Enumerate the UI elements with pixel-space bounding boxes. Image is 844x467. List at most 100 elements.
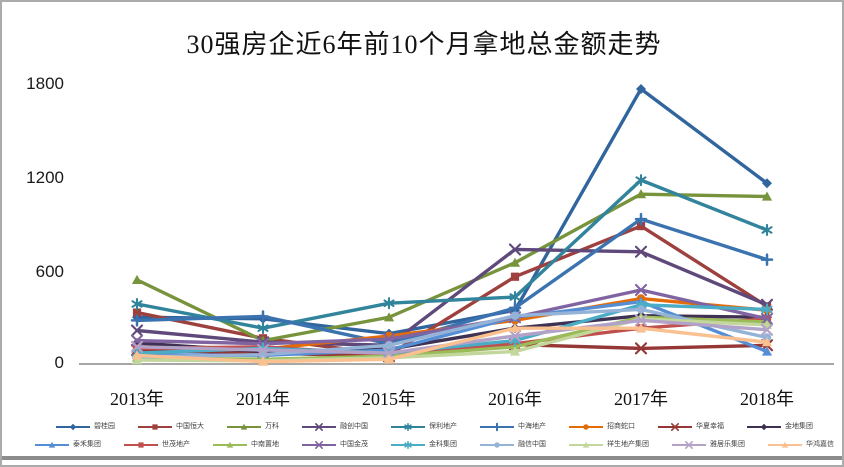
- series-16-point-marker-icon: [508, 329, 522, 342]
- legend-label: 中国金茂: [340, 441, 368, 448]
- x-axis-tick-label: 2015年: [362, 389, 416, 409]
- y-axis-tick-label: 1200: [26, 168, 64, 187]
- bottom-divider-rule: [2, 456, 842, 460]
- series-4-point-marker-icon: [257, 322, 269, 335]
- series-16-point-marker-icon: [382, 347, 396, 360]
- legend-swatch-icon: [138, 424, 172, 430]
- legend-item-1: 中国恒大: [137, 422, 204, 432]
- legend-marker-icon: [583, 424, 589, 430]
- x-axis-tick-label: 2016年: [488, 389, 542, 409]
- y-axis-tick-label: 600: [35, 262, 64, 281]
- series-5-point-marker-icon: [256, 310, 270, 323]
- series-15-point-marker-icon: [509, 346, 521, 356]
- series-4-point-marker-icon: [635, 174, 647, 187]
- legend-swatch-icon: [768, 441, 802, 448]
- legend-marker-icon: [685, 441, 693, 449]
- legend-item-16: 雅居乐集团: [671, 440, 745, 450]
- legend-marker-icon: [492, 422, 502, 432]
- legend-label: 万科: [265, 423, 279, 430]
- series-line-2: [131, 189, 773, 345]
- legend-marker-icon: [240, 423, 248, 430]
- legend-marker-icon: [48, 441, 56, 448]
- legend-swatch-icon: [302, 441, 336, 449]
- series-17-point-marker-icon: [257, 356, 269, 366]
- series-2-point-marker-icon: [761, 191, 773, 201]
- series-17-point-marker-icon: [383, 354, 395, 364]
- legend-label: 祥生地产集团: [607, 441, 649, 448]
- legend-label: 华夏幸福: [696, 423, 724, 430]
- series-3-point-marker-icon: [130, 324, 144, 337]
- series-1-point-marker-icon: [510, 272, 520, 281]
- series-0-point-marker-icon: [762, 178, 772, 189]
- legend-marker-icon: [582, 441, 590, 448]
- legend-swatch-icon: [569, 441, 603, 448]
- legend-item-0: 碧桂园: [55, 422, 115, 432]
- series-1-point-marker-icon: [132, 308, 142, 317]
- series-14-point-marker-icon: [636, 305, 646, 314]
- legend-item-12: 中国金茂: [301, 440, 368, 450]
- legend-item-17: 华鸿嘉信: [767, 440, 834, 450]
- series-4-point-marker-icon: [383, 297, 395, 310]
- series-13-point-marker-icon: [761, 303, 773, 316]
- legend-marker-icon: [781, 441, 789, 448]
- x-axis-tick-label: 2017年: [614, 389, 668, 409]
- series-2-point-marker-icon: [635, 189, 647, 199]
- legend-label: 华鸿嘉信: [806, 441, 834, 448]
- legend-label: 金科集团: [429, 441, 457, 448]
- series-4-point-marker-icon: [761, 223, 773, 237]
- series-12-point-marker-icon: [634, 283, 648, 297]
- legend-swatch-icon: [35, 441, 69, 448]
- series-7-point-marker-icon: [634, 342, 648, 355]
- x-axis-tick-label: 2013年: [110, 389, 164, 409]
- legend-item-2: 万科: [226, 422, 279, 432]
- series-2-point-marker-icon: [383, 312, 395, 322]
- legend-swatch-icon: [56, 423, 90, 431]
- series-1-point-marker-icon: [636, 221, 646, 231]
- series-5-point-marker-icon: [634, 212, 648, 226]
- series-15-point-marker-icon: [131, 355, 143, 365]
- series-16-point-marker-icon: [760, 323, 774, 336]
- legend-label: 金地集团: [785, 423, 813, 430]
- legend-item-10: 世茂地产: [123, 440, 190, 450]
- legend-label: 雅居乐集团: [710, 441, 745, 448]
- legend-marker-icon: [404, 423, 412, 431]
- series-2-point-marker-icon: [509, 257, 521, 267]
- legend-marker-icon: [226, 441, 234, 448]
- legend-item-11: 中南置地: [212, 440, 279, 450]
- series-line-5: [130, 212, 774, 350]
- legend-marker-icon: [671, 423, 679, 431]
- series-9-point-marker-icon: [761, 346, 773, 356]
- series-5-point-marker-icon: [508, 301, 522, 315]
- legend-swatch-icon: [658, 423, 692, 431]
- legend-row-2: 泰禾集团 世茂地产 中南置地 中国金茂 金科集团 融信中国 祥生地产集团 雅居乐集团 华鸿嘉信: [35, 440, 834, 450]
- legend-label: 保利地产: [429, 423, 457, 430]
- series-16-point-marker-icon: [634, 314, 648, 327]
- legend-item-14: 融信中国: [479, 440, 546, 450]
- legend-swatch-icon: [480, 422, 514, 432]
- series-17-point-marker-icon: [635, 323, 647, 333]
- legend-label: 中海地产: [518, 423, 546, 430]
- legend-label: 泰禾集团: [73, 441, 101, 448]
- y-axis-tick-label: 0: [54, 353, 64, 372]
- legend-label: 碧桂园: [94, 423, 115, 430]
- legend-swatch-icon: [391, 441, 425, 449]
- series-12-point-marker-icon: [760, 312, 774, 325]
- legend-label: 融信中国: [518, 441, 546, 448]
- legend-marker-icon: [760, 423, 768, 431]
- legend-marker-icon: [315, 423, 323, 431]
- legend-swatch-icon: [213, 441, 247, 448]
- chart-title: 30强房企近6年前10个月拿地总金额走势: [186, 30, 662, 59]
- legend-item-5: 中海地产: [479, 422, 546, 432]
- series-14-point-marker-icon: [510, 311, 520, 320]
- series-line-17: [131, 323, 773, 366]
- legend-row-1: 碧桂园 中国恒大 万科 融创中国 保利地产 中海地产 招商蛇口 华夏幸福 金地集团: [56, 422, 813, 432]
- series-16-point-marker-icon: [130, 340, 144, 353]
- legend-label: 世茂地产: [162, 441, 190, 448]
- legend-label: 中国恒大: [176, 423, 204, 430]
- legend-label: 中南置地: [251, 441, 279, 448]
- series-4-point-marker-icon: [131, 297, 143, 311]
- legend-marker-icon: [69, 423, 77, 431]
- series-0-point-marker-icon: [636, 83, 646, 94]
